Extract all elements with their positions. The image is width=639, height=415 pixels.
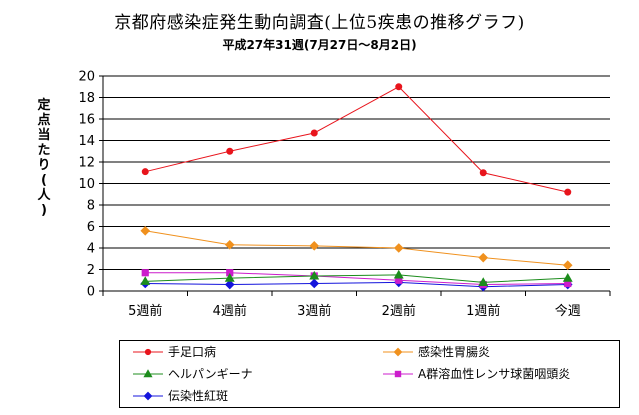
- chart-title: 京都府感染症発生動向調査(上位5疾患の推移グラフ): [114, 13, 525, 33]
- legend-swatch: [133, 391, 163, 401]
- y-axis-label-char: 定: [37, 98, 51, 113]
- data-point: [309, 241, 320, 251]
- data-point: [393, 269, 404, 279]
- data-point: [141, 168, 149, 176]
- legend-label: 感染性胃腸炎: [418, 345, 491, 359]
- y-tick-label: 6: [87, 220, 95, 235]
- x-tick-label: 今週: [555, 303, 581, 319]
- y-tick-label: 20: [78, 70, 95, 85]
- y-tick-label: 12: [78, 156, 95, 171]
- legend-label: 伝染性紅斑: [168, 389, 229, 403]
- x-tick-label: 3週前: [297, 303, 331, 319]
- legend-swatch: [133, 369, 163, 378]
- y-axis-label-char: り: [37, 158, 51, 173]
- data-point: [140, 276, 151, 285]
- data-point: [395, 83, 403, 91]
- y-axis-label-char: た: [37, 143, 51, 158]
- data-point: [478, 252, 489, 263]
- legend-label: ヘルパンギーナ: [168, 367, 253, 381]
- y-axis-label: 定点当たり(人): [34, 98, 54, 218]
- y-axis-label-char: 当: [37, 128, 51, 143]
- data-point: [224, 272, 235, 282]
- x-tick-label: 2週前: [382, 303, 416, 319]
- x-tick-label: 4週前: [213, 303, 247, 319]
- data-point: [226, 147, 234, 155]
- series-line: [145, 272, 568, 286]
- data-point: [564, 188, 572, 196]
- y-axis-label-char: 人: [37, 188, 51, 203]
- chart-legend: 手足口病 感染性胃腸炎ヘルパンギーナ A群溶血性レンサ球菌咽頭炎伝染性紅斑: [119, 340, 620, 408]
- y-tick-label: 14: [78, 134, 95, 149]
- legend-marker: [144, 348, 152, 356]
- series-line: [145, 86, 568, 193]
- series-line: [145, 281, 568, 288]
- line-chart: 0 2 4 6 8 10 12 14 16 18 20 5週前 4週前 3週前 2週前 1週前 今週: [78, 70, 611, 319]
- y-tick-label: 18: [78, 91, 95, 106]
- series-line: [145, 274, 568, 283]
- legend-marker: [143, 391, 153, 401]
- series-line: [145, 230, 568, 266]
- data-point: [141, 269, 149, 277]
- data-point: [562, 272, 573, 282]
- y-axis-label-char: ): [41, 203, 47, 218]
- data-point: [479, 169, 487, 177]
- legend-swatch: [383, 370, 413, 378]
- y-tick-label: 10: [78, 177, 95, 192]
- y-axis-label-char: 点: [37, 113, 51, 128]
- y-tick-label: 16: [78, 113, 95, 128]
- y-tick-label: 8: [87, 199, 95, 214]
- data-point: [310, 129, 318, 137]
- data-point: [309, 278, 320, 289]
- data-point: [562, 260, 573, 271]
- data-point: [393, 243, 404, 253]
- y-tick-label: 2: [87, 263, 95, 278]
- y-axis-label-char: (: [41, 173, 47, 188]
- legend-marker: [393, 347, 403, 357]
- x-tick-label: 1週前: [466, 303, 500, 319]
- data-point: [140, 225, 151, 236]
- data-point: [224, 279, 235, 290]
- data-point: [478, 277, 489, 286]
- legend-swatch: [133, 348, 163, 356]
- y-tick-label: 0: [87, 285, 95, 300]
- legend-marker: [394, 370, 402, 378]
- legend-marker: [143, 369, 153, 378]
- x-tick-label: 5週前: [128, 303, 162, 319]
- data-point: [309, 270, 320, 280]
- data-point: [224, 239, 235, 250]
- legend-label: A群溶血性レンサ球菌咽頭炎: [418, 367, 571, 381]
- legend-swatch: [383, 347, 413, 357]
- legend-label: 手足口病: [168, 345, 217, 359]
- y-tick-label: 4: [87, 242, 95, 257]
- chart-subtitle: 平成27年31週(7月27日～8月2日): [222, 38, 417, 52]
